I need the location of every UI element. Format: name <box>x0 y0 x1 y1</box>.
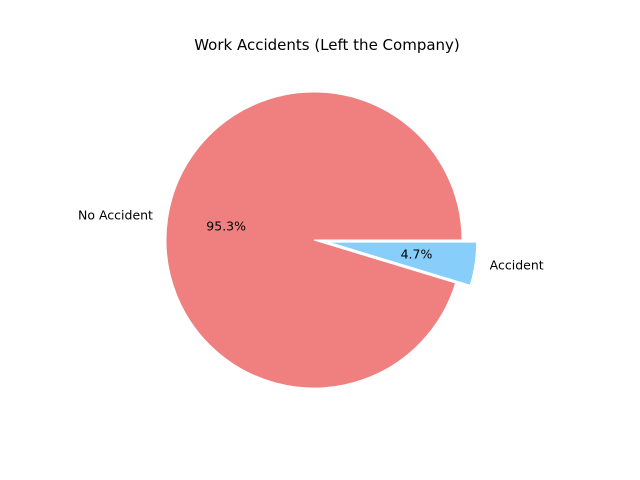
slice-label-no-accident: No Accident <box>78 208 153 223</box>
chart-title: Work Accidents (Left the Company) <box>194 36 460 54</box>
pie-slice-accident <box>328 241 478 286</box>
slice-percent-accident: 4.7% <box>401 247 433 262</box>
slice-percent-no-accident: 95.3% <box>206 218 246 233</box>
pie-slices <box>165 91 478 389</box>
pie-slice-no-accident <box>165 91 463 389</box>
pie-labels: No Accident 95.3% Accident 4.7% <box>78 208 544 273</box>
slice-label-accident: Accident <box>490 258 544 273</box>
